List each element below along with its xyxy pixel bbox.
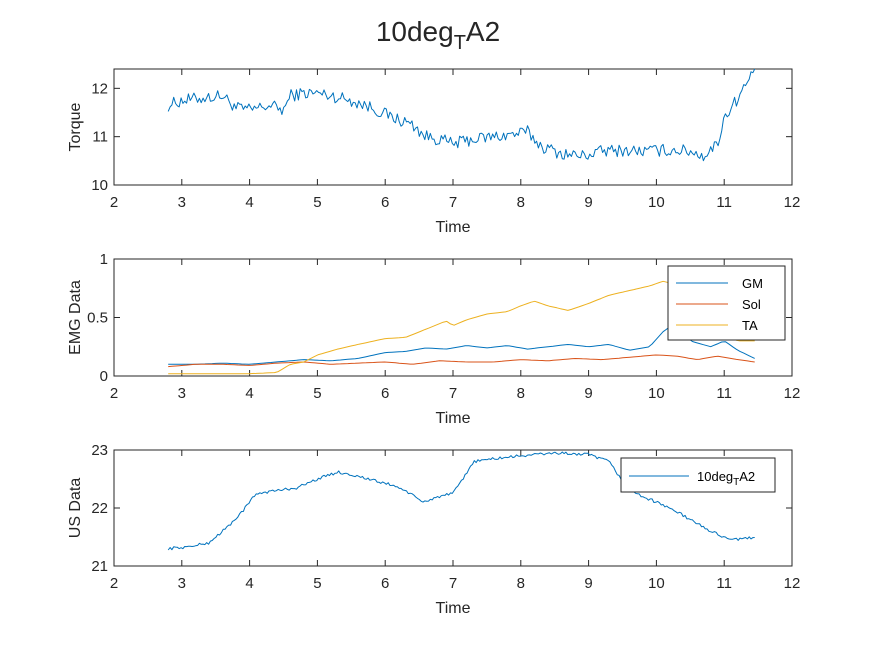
x-tick-label: 4 — [245, 385, 253, 402]
x-tick-label: 8 — [517, 194, 525, 211]
series-line-torque — [167, 68, 756, 162]
x-tick-label: 10 — [648, 575, 665, 592]
y-axis-label: Torque — [67, 102, 84, 151]
x-axis-label: Time — [436, 600, 471, 617]
y-axis-label: US Data — [67, 478, 84, 539]
legend: GM Sol TA — [667, 265, 786, 341]
y-tick-label: 22 — [91, 500, 108, 517]
x-tick-label: 9 — [584, 194, 592, 211]
y-tick-label: 1 — [100, 251, 108, 268]
legend-entry-label: Sol — [742, 297, 761, 312]
x-tick-label: 2 — [110, 385, 118, 402]
legend-entry-label: TA — [742, 318, 758, 333]
title-subscript: T — [454, 32, 466, 54]
x-tick-label: 7 — [449, 575, 457, 592]
series-line-sol — [168, 354, 755, 368]
x-tick-label: 4 — [245, 194, 253, 211]
x-tick-label: 6 — [381, 385, 389, 402]
x-tick-label: 5 — [313, 575, 321, 592]
x-tick-label: 7 — [449, 385, 457, 402]
y-tick-label: 11 — [92, 129, 108, 146]
x-tick-label: 6 — [381, 194, 389, 211]
x-tick-label: 3 — [178, 385, 186, 402]
x-tick-label: 7 — [449, 194, 457, 211]
x-tick-label: 10 — [648, 385, 665, 402]
x-tick-label: 3 — [178, 194, 186, 211]
series-line-10deg-ta2 — [167, 451, 755, 551]
series-line-ta — [168, 280, 755, 375]
y-tick-label: 0.5 — [87, 310, 108, 327]
x-tick-label: 4 — [245, 575, 253, 592]
x-tick-label: 5 — [313, 194, 321, 211]
x-tick-label: 8 — [517, 385, 525, 402]
x-tick-label: 11 — [716, 194, 732, 211]
figure-title: 10degTA2 — [376, 16, 500, 54]
x-tick-label: 3 — [178, 575, 186, 592]
y-tick-label: 10 — [91, 177, 108, 194]
series-line-gm — [168, 323, 755, 365]
x-tick-label: 6 — [381, 575, 389, 592]
legend-box — [667, 265, 786, 341]
y-axis-label: EMG Data — [67, 280, 84, 355]
x-tick-label: 11 — [716, 575, 732, 592]
y-tick-label: 0 — [100, 368, 108, 385]
x-tick-label: 9 — [584, 385, 592, 402]
x-tick-label: 9 — [584, 575, 592, 592]
x-tick-label: 5 — [313, 385, 321, 402]
y-tick-label: 21 — [91, 558, 108, 575]
x-axis-label: Time — [436, 219, 471, 236]
x-tick-label: 12 — [784, 194, 801, 211]
x-axis-label: Time — [436, 410, 471, 427]
x-tick-label: 8 — [517, 575, 525, 592]
subplot-1: 2 3 4 5 6 7 8 9 10 11 12 10 11 12 Time Torque — [67, 68, 801, 236]
legend-entry-label: 10degTA2 — [697, 469, 755, 488]
legend: 10degTA2 — [620, 457, 776, 493]
x-tick-label: 2 — [110, 194, 118, 211]
x-tick-label: 12 — [784, 385, 801, 402]
y-tick-label: 23 — [91, 442, 108, 459]
legend-entry-label: GM — [742, 276, 763, 291]
title-suffix: A2 — [466, 16, 500, 47]
x-tick-label: 12 — [784, 575, 801, 592]
x-tick-label: 10 — [648, 194, 665, 211]
title-main: 10deg — [376, 16, 454, 47]
y-tick-label: 12 — [91, 80, 108, 97]
subplot-2: 2 3 4 5 6 7 8 9 10 11 12 0 0.5 1 Time EMG Data GM Sol TA — [67, 251, 800, 427]
x-tick-label: 11 — [716, 385, 732, 402]
legend-box — [620, 457, 776, 493]
x-tick-label: 2 — [110, 575, 118, 592]
